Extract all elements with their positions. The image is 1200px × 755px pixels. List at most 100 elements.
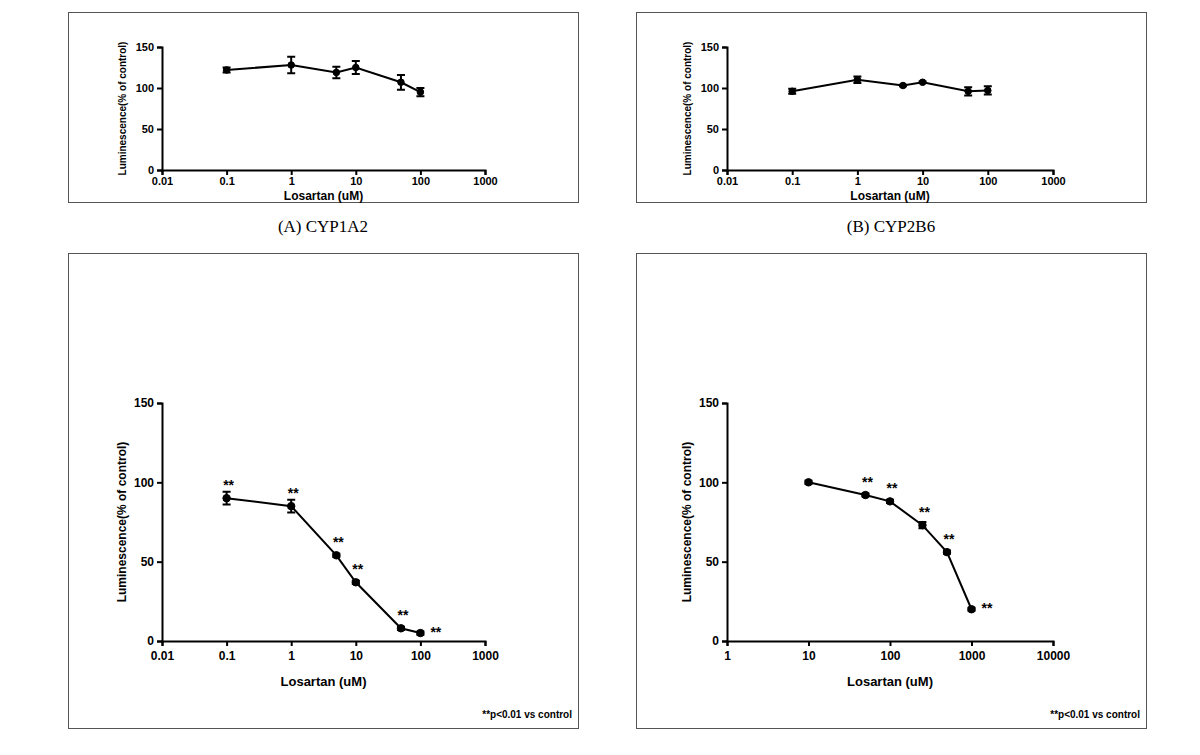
error-bar [984,86,992,94]
x-tick-mark [226,641,228,646]
figure: 0.010.11101001000050100150Losartan (uM)L… [0,0,1200,755]
x-tick-label: 0.01 [152,175,173,187]
y-tick-label: 100 [701,82,719,94]
x-tick: 0.01 [151,641,175,663]
y-tick: 100 [699,476,727,490]
y-tick-label: 0 [148,164,154,176]
error-bar [223,68,231,73]
x-tick-label: 1 [724,649,731,663]
data-point [397,625,404,632]
data-point [968,606,975,613]
x-tick-mark [420,641,422,646]
plot: 0.010.11101001000050100150Losartan (uM)L… [115,396,499,689]
error-bar [287,500,295,513]
y-tick: 150 [136,41,162,53]
data-point [353,64,360,71]
x-axis-line [728,171,1054,176]
significance-marker: ** [333,534,344,550]
data-point [333,69,340,76]
data-marks [805,479,976,613]
error-bar [287,57,295,73]
data-marks [223,57,425,96]
y-axis-line [722,48,728,171]
plot: 0.010.11101001000050100150Losartan (uM)L… [682,41,1066,203]
error-bar [223,492,231,505]
data-point [854,77,861,84]
x-tick: 10000 [1037,641,1071,663]
x-tick: 1 [855,170,861,187]
y-axis-title: Luminescence(% of control) [117,42,128,176]
x-tick: 100 [979,170,997,187]
data-point [223,67,230,74]
y-tick-label: 150 [136,41,154,53]
significance-marker: ** [223,477,234,493]
x-tick: 1000 [473,170,497,187]
x-tick-label: 100 [880,649,900,663]
data-point [943,548,950,555]
y-tick: 0 [147,634,162,648]
y-tick: 0 [148,164,162,176]
x-tick-label: 100 [412,175,430,187]
y-tick-mark [157,641,162,643]
x-tick-label: 0.1 [219,175,234,187]
y-tick-label: 150 [701,41,719,53]
y-tick-mark [157,561,162,563]
y-tick-label: 50 [707,123,719,135]
series-line [809,482,972,609]
x-tick-label: 0.01 [717,175,738,187]
x-tick: 0.1 [219,641,236,663]
y-axis-title: Luminescence(% of control) [115,442,129,603]
data-point [333,552,340,559]
data-point [805,479,812,486]
panel-frame [637,254,1147,729]
x-tick: 0.1 [785,170,800,187]
x-tick-mark [971,641,973,646]
x-tick-mark [291,641,293,646]
y-tick: 100 [134,476,162,490]
y-tick-mark [157,403,162,405]
x-tick: 100 [411,641,431,663]
x-tick-label: 1 [288,649,295,663]
y-tick: 50 [707,123,727,135]
y-tick: 50 [142,123,162,135]
y-axis: 050100150 [134,396,163,648]
panel-frame [69,254,579,729]
y-axis-title: Luminescence(% of control) [680,442,694,603]
x-tick-label: 1000 [959,649,986,663]
x-tick-label: 100 [979,175,997,187]
panel: 0.010.11101001000050100150Losartan (uM)L… [637,13,1147,237]
significance-marker: ** [919,504,930,520]
caption: (B) CYP2B6 [847,217,935,236]
data-point [985,87,992,94]
x-axis-title: Losartan (uM) [284,189,363,203]
y-axis: 050100150 [701,41,728,176]
x-axis-line [728,642,1054,647]
x-tick: 1000 [1041,170,1065,187]
y-tick-mark [722,403,727,405]
x-tick-label: 10000 [1037,649,1071,663]
series-line [227,65,421,92]
error-bar [918,522,926,528]
x-tick-label: 10 [350,649,364,663]
plot: 0.010.11101001000050100150Losartan (uM)L… [117,41,498,203]
x-axis: 110100100010000 [724,641,1070,663]
y-tick: 50 [706,555,727,569]
x-axis: 0.010.11101001000 [151,641,499,663]
x-tick-label: 0.1 [785,175,800,187]
x-axis-title: Losartan (uM) [281,674,367,689]
x-tick: 100 [880,641,900,663]
significance-marker: ** [288,485,299,501]
panel: 0.010.11101001000050100150Losartan (uM)L… [69,254,579,729]
data-marks [788,77,992,96]
error-bar [352,61,360,74]
data-point [965,88,972,95]
y-tick-mark [722,47,727,49]
y-tick-label: 50 [141,555,155,569]
x-tick: 1 [724,641,731,663]
y-tick-label: 50 [142,123,154,135]
y-tick-label: 0 [147,634,154,648]
data-point [223,494,230,501]
series-line [792,80,988,91]
y-axis: 050100150 [136,41,163,176]
data-point [417,89,424,96]
